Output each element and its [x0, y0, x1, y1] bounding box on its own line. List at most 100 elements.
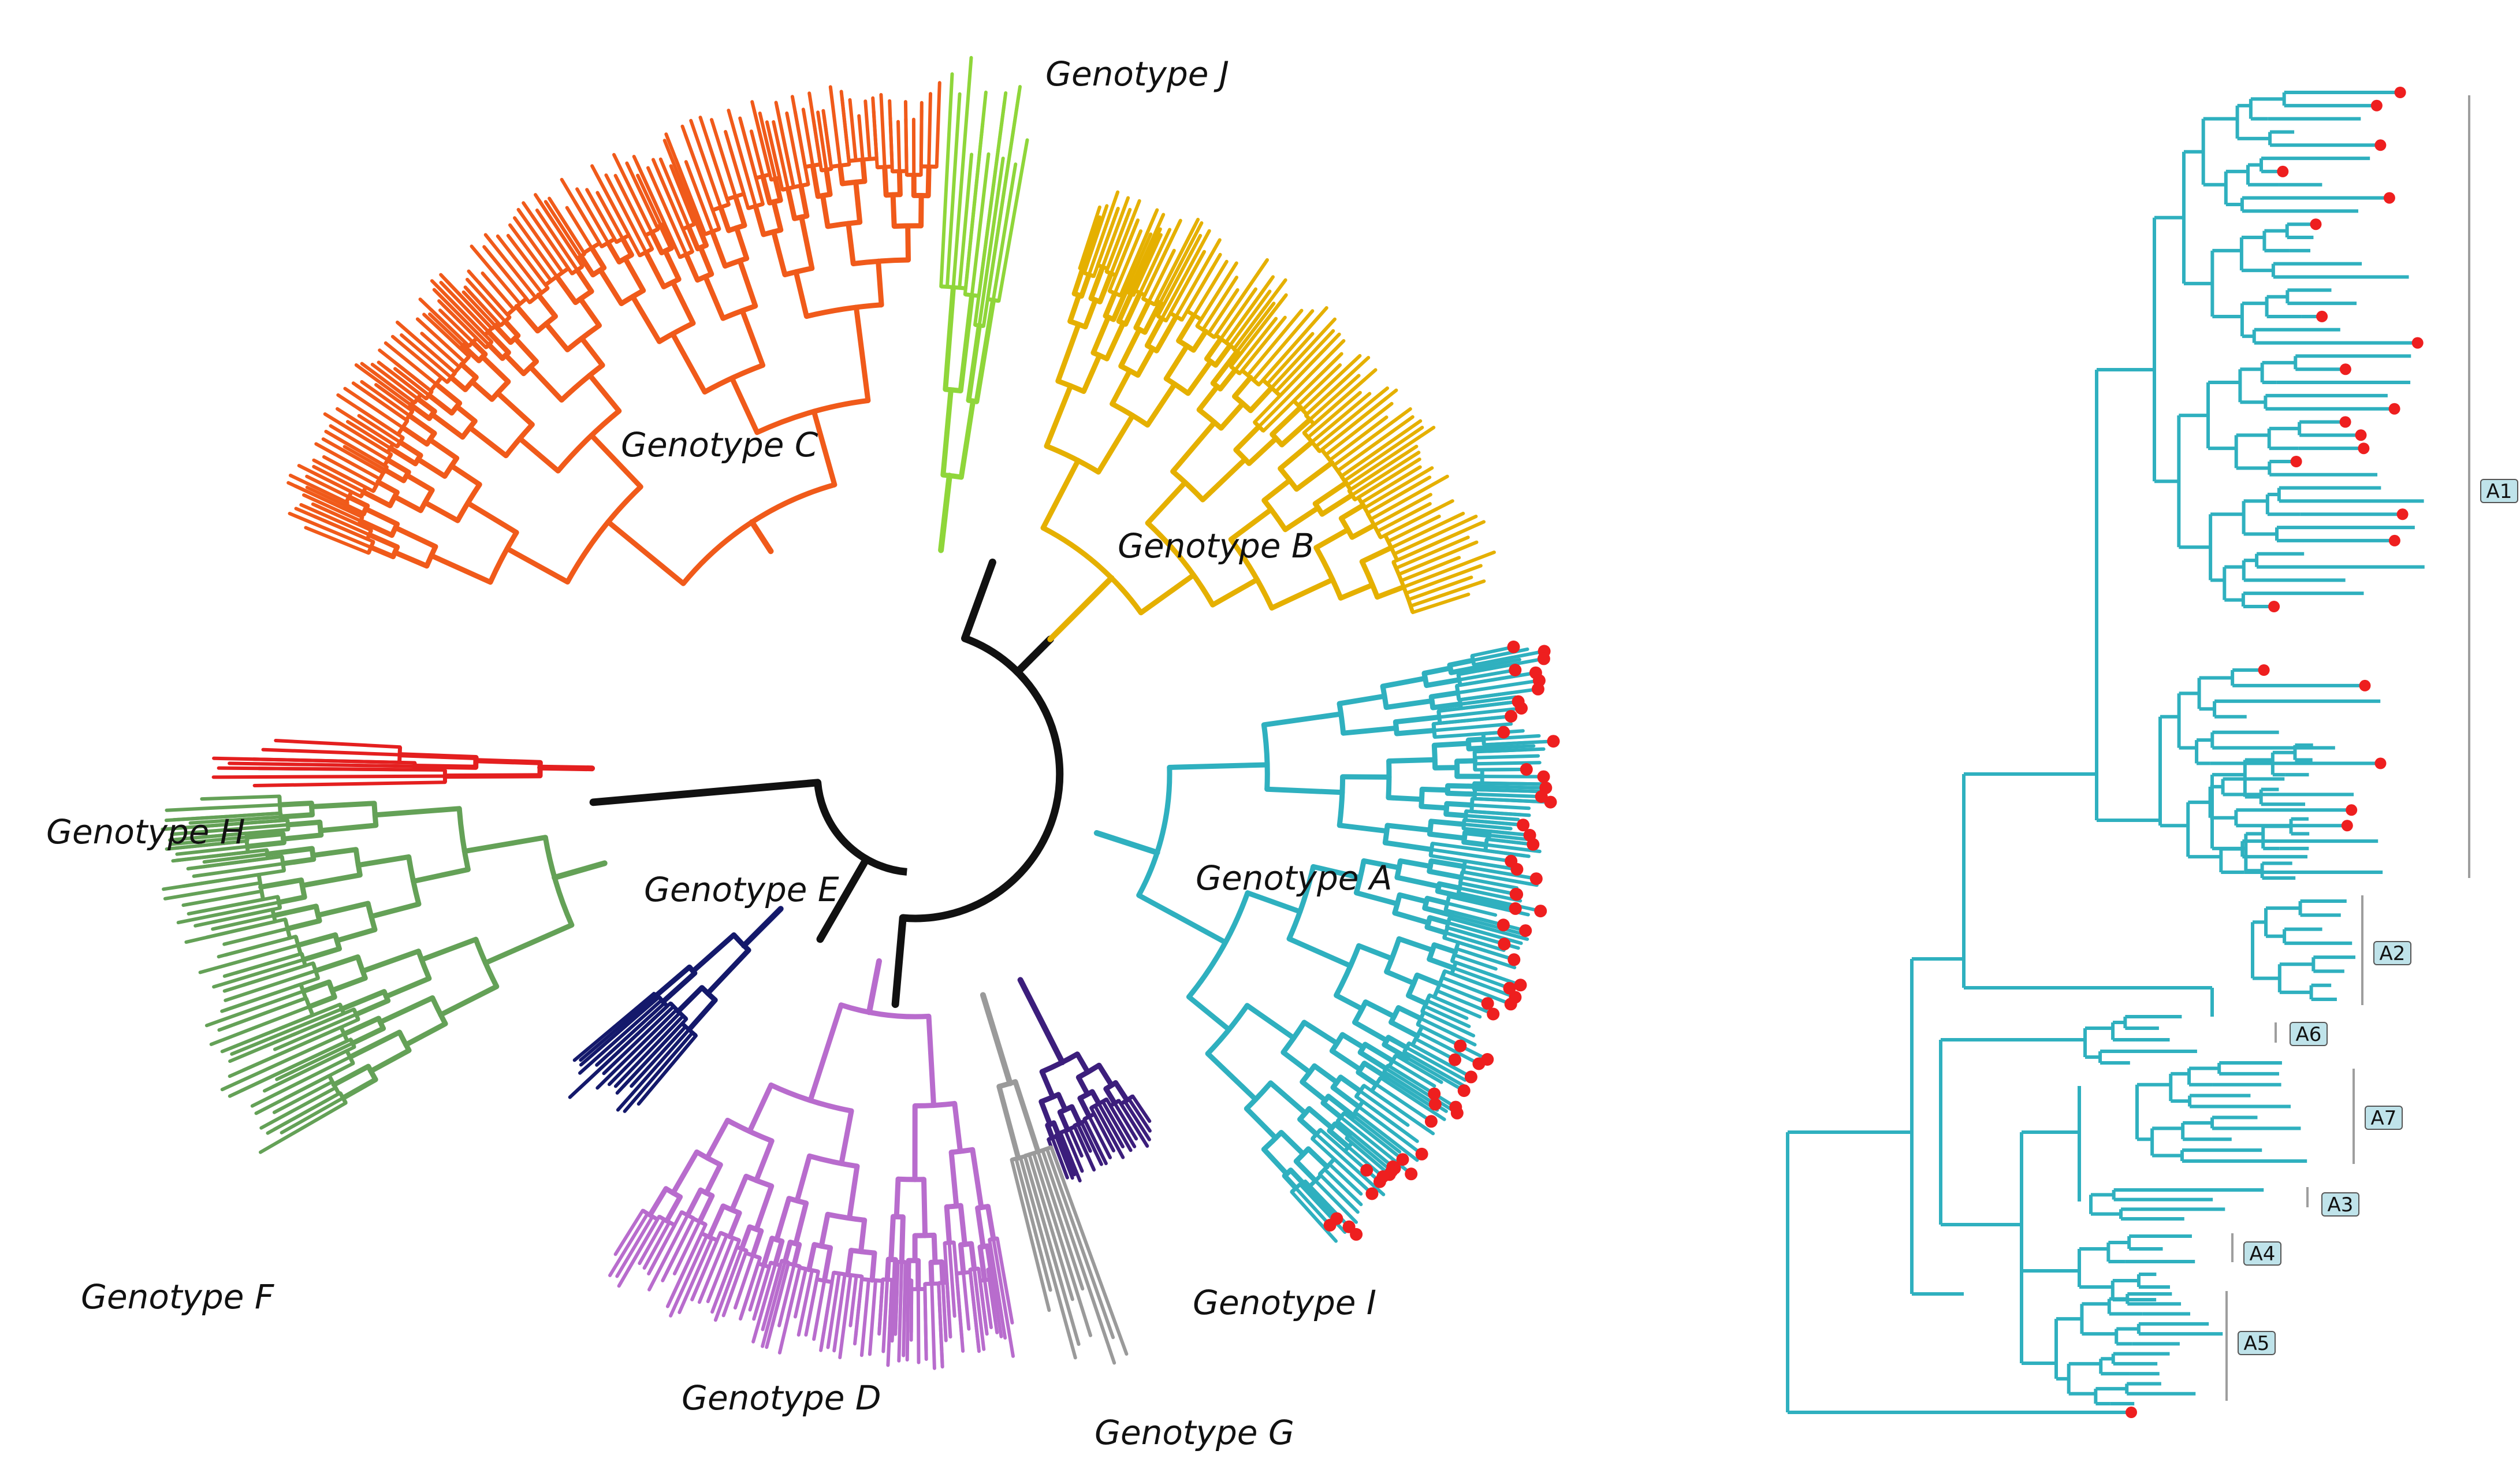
clade-branch: [827, 1211, 865, 1223]
clade-tip: [1232, 306, 1267, 351]
clade-branch: [1210, 576, 1260, 608]
clade-tip: [1473, 792, 1538, 798]
clade-tip: [1310, 392, 1372, 444]
clade-tip: [777, 1263, 796, 1327]
clade-tip: [1486, 741, 1529, 747]
clade-tip: [1320, 388, 1398, 452]
clade-tip: [1386, 514, 1441, 544]
clade-tip: [1107, 218, 1140, 293]
clade-tip: [986, 85, 1022, 301]
clade-branch: [589, 433, 643, 490]
clade-tip: [1219, 287, 1257, 341]
clade-tip: [952, 1240, 965, 1353]
clade-tip: [761, 1260, 787, 1348]
clade-tip: [621, 1017, 688, 1088]
clade-branch: [1421, 665, 1453, 676]
clade-tip: [560, 177, 604, 248]
clade-branch: [996, 1084, 1021, 1161]
clade-tip: [1092, 1112, 1115, 1152]
subtree-marker: [2341, 820, 2353, 832]
clade-tip: [516, 207, 564, 274]
clade-branch: [429, 412, 466, 440]
clade-branch: [643, 250, 667, 289]
clade-tip: [728, 145, 750, 210]
clade-branch: [503, 352, 527, 377]
clade-tip: [575, 187, 610, 245]
clade-branch: [427, 437, 460, 461]
clade-tip: [1121, 211, 1158, 292]
clade-branch: [473, 938, 499, 988]
clade-tip: [689, 118, 723, 209]
clade-branch: [1045, 1122, 1055, 1141]
clade-tip: [1133, 242, 1159, 293]
clade-branch: [772, 176, 783, 203]
clade-tip: [638, 1218, 667, 1265]
clade-branch: [459, 362, 479, 380]
clade-tip: [1417, 1031, 1476, 1063]
clade-tip: [1372, 493, 1432, 527]
clade-tip: [1432, 715, 1507, 726]
clade-branch: [483, 922, 575, 966]
subtree-marker: [2383, 192, 2395, 204]
clade-tip: [467, 269, 509, 317]
clade-branch: [1138, 572, 1196, 616]
clade-branch: [1330, 1085, 1362, 1110]
clade-branch: [1375, 584, 1406, 600]
subgenotype-label-box: [2238, 1331, 2276, 1355]
clade-branch: [706, 1203, 726, 1240]
clade-branch: [622, 255, 646, 293]
clade-tip: [346, 420, 392, 450]
clade-branch: [1312, 1063, 1340, 1085]
subgenotype-label-box: [2321, 1192, 2359, 1217]
clade-tip: [1274, 329, 1335, 394]
clade-branch: [1057, 1109, 1070, 1133]
backbone-branch: [891, 914, 907, 1008]
clade-tip: [684, 160, 714, 233]
label-genotype-e: Genotype E: [644, 870, 839, 909]
clade-tip: [1349, 1130, 1390, 1165]
clade-tip: [1185, 252, 1222, 313]
clade-tip: [1235, 302, 1276, 354]
clade-branch: [876, 258, 884, 308]
clade-branch: [1419, 804, 1449, 811]
clade-branch: [1245, 890, 1303, 914]
subgenotype-label-box: [2290, 1022, 2328, 1046]
clade-branch: [1363, 1041, 1395, 1063]
clade-tip: [1463, 859, 1514, 871]
clade-tip: [198, 943, 300, 974]
clade-branch: [388, 445, 418, 467]
clade-tip: [1168, 250, 1206, 315]
clade-tip: [340, 447, 385, 475]
clade-tip: [1160, 229, 1211, 321]
clade-tip: [896, 120, 902, 173]
clade-tip: [1332, 407, 1412, 467]
clade-branch: [788, 1196, 807, 1206]
clade-tip: [162, 869, 286, 891]
clade-tip: [1192, 259, 1229, 317]
clade-branch: [925, 163, 932, 199]
clade-tip: [995, 1236, 1014, 1325]
clade-tip: [761, 1263, 782, 1331]
clade-tip: [595, 1007, 679, 1090]
clade-tip: [826, 1271, 841, 1349]
clade-branch: [1319, 492, 1355, 517]
clade-branch: [1380, 686, 1389, 708]
clade-branch: [761, 1236, 775, 1268]
clade-branch: [977, 1244, 988, 1283]
sample-marker: [1544, 795, 1557, 809]
clade-branch: [1103, 1086, 1118, 1106]
clade-tip: [311, 502, 361, 527]
clade-branch: [943, 472, 962, 480]
sample-marker: [1498, 938, 1511, 951]
clade-tip: [1117, 1099, 1145, 1141]
clade-tip: [1080, 1121, 1103, 1166]
label-genotype-c: Genotype C: [621, 425, 818, 464]
clade-branch: [504, 546, 571, 585]
clade-branch: [473, 758, 543, 765]
clade-tip: [324, 430, 386, 467]
clade-tip: [838, 1273, 853, 1359]
subtree-marker: [2374, 139, 2387, 151]
clade-branch: [1123, 290, 1143, 327]
clade-branch: [1398, 858, 1433, 869]
clade-tip: [1352, 1114, 1402, 1154]
